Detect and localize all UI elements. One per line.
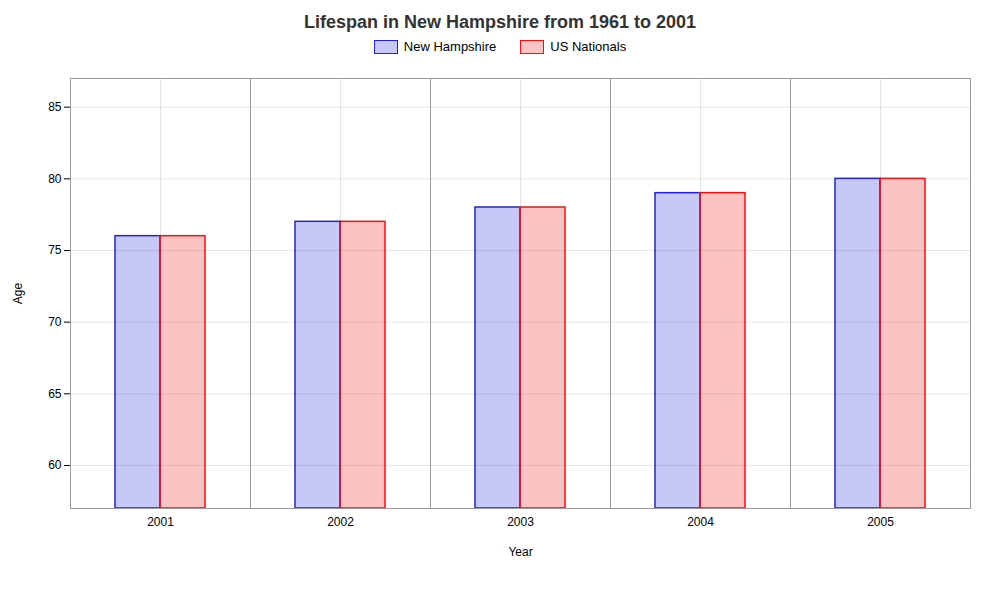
svg-text:2003: 2003 bbox=[507, 515, 534, 529]
svg-text:2005: 2005 bbox=[867, 515, 894, 529]
svg-text:60: 60 bbox=[48, 458, 62, 472]
svg-text:70: 70 bbox=[48, 315, 62, 329]
svg-text:65: 65 bbox=[48, 387, 62, 401]
svg-text:Year: Year bbox=[508, 545, 532, 559]
svg-text:85: 85 bbox=[48, 100, 62, 114]
svg-text:2001: 2001 bbox=[147, 515, 174, 529]
html-text:Lifespan in New Hampshire from: Lifespan in New Hampshire from 1961 to 2… bbox=[303, 12, 697, 32]
svg-text:Age: Age bbox=[11, 283, 25, 305]
html-text:New Hampshire: New Hampshire bbox=[403, 39, 497, 54]
svg-text:2004: 2004 bbox=[687, 515, 714, 529]
svg-text:2002: 2002 bbox=[327, 515, 354, 529]
svg-text:75: 75 bbox=[48, 243, 62, 257]
html-text:US Nationals: US Nationals bbox=[550, 39, 627, 54]
svg-text:80: 80 bbox=[48, 172, 62, 186]
